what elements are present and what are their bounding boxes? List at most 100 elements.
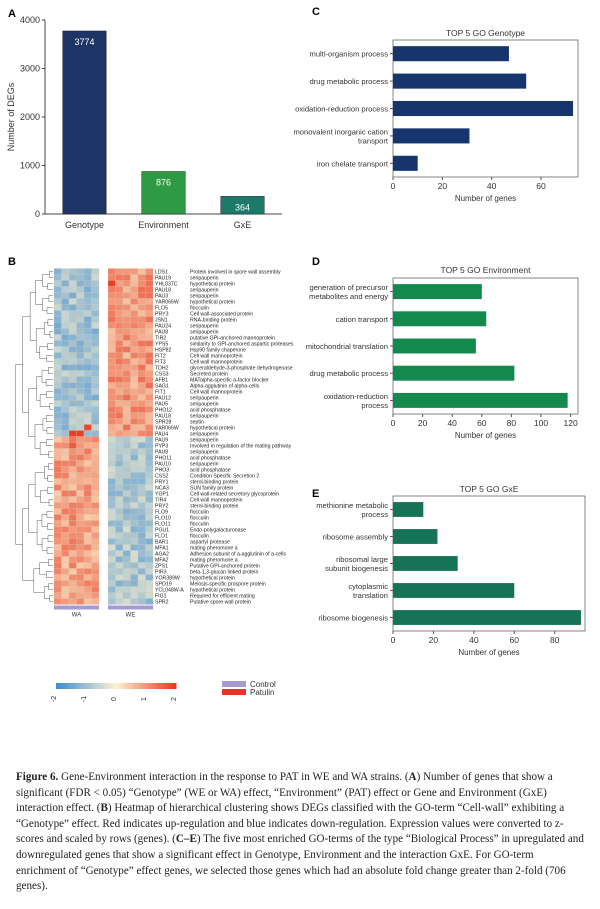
heatmap-cell — [107, 352, 116, 359]
heatmap-cell — [61, 394, 70, 401]
heatmap-cell — [137, 286, 146, 293]
heatmap-cell — [61, 280, 70, 287]
gene-description: seripauperin — [190, 437, 219, 443]
heatmap-cell — [68, 592, 77, 599]
heatmap-cell — [115, 304, 124, 311]
color-scale-segment — [74, 683, 78, 689]
heatmap-cell — [137, 460, 146, 467]
heatmap-cell — [53, 490, 62, 497]
heatmap-cell — [53, 520, 62, 527]
x-tick-label: 0 — [391, 181, 396, 191]
dendrogram-branch — [47, 523, 53, 530]
caption-part: A — [408, 771, 417, 783]
gene-description: seripauperin — [190, 329, 219, 335]
gene-name: PAU18 — [155, 287, 171, 293]
gene-description: Cell wall mannoprotein — [190, 389, 243, 395]
heatmap-cell — [91, 310, 100, 317]
heatmap-cell — [68, 292, 77, 299]
gene-name: JSN1 — [155, 317, 168, 323]
gene-name: BAR1 — [155, 539, 169, 545]
heatmap-cell — [61, 328, 70, 335]
dendrogram-branch — [39, 562, 49, 575]
heatmap-cell — [130, 412, 139, 419]
heatmap-cell — [145, 478, 154, 485]
gene-description: Endo-polygalacturonase — [190, 527, 246, 533]
gene-name: PAU3 — [155, 293, 168, 299]
dendrogram-branch — [49, 271, 53, 278]
heatmap-cell — [145, 490, 154, 497]
heatmap-cell — [122, 508, 131, 515]
panel-c-go-genotype: TOP 5 GO Genotype 0 20 40 60 Number of genes m… — [293, 28, 579, 203]
heatmap-cell — [53, 388, 62, 395]
dendrogram-branch — [48, 583, 53, 590]
heatmap-cell — [68, 280, 77, 287]
heatmap-cell — [61, 448, 70, 455]
heatmap-cell — [61, 532, 70, 539]
dendrogram-branch — [36, 520, 43, 545]
heatmap-cell — [91, 388, 100, 395]
legend-label-patulin: Patulin — [250, 688, 274, 697]
heatmap-cell — [145, 352, 154, 359]
heatmap-cell — [145, 310, 154, 317]
heatmap-cell — [76, 358, 85, 365]
heatmap-cell — [145, 568, 154, 575]
heatmap-cell — [53, 508, 62, 515]
heatmap-cell — [137, 490, 146, 497]
heatmap-cell — [53, 514, 62, 521]
heatmap-cell — [130, 292, 139, 299]
heatmap-cell — [76, 424, 85, 431]
heatmap-cell — [115, 460, 124, 467]
heatmap-cell — [53, 460, 62, 467]
heatmap-cell — [76, 442, 85, 449]
gene-description: Cell wall mannoprotein — [190, 353, 243, 359]
heatmap-cell — [53, 340, 62, 347]
heatmap-cell — [115, 268, 124, 275]
heatmap-cell — [115, 310, 124, 317]
heatmap-cell — [107, 310, 116, 317]
color-scale-tick: 2 — [171, 697, 178, 701]
heatmap-cell — [53, 358, 62, 365]
heatmap-cell — [61, 304, 70, 311]
heatmap-cell — [61, 502, 70, 509]
heatmap-cell — [91, 520, 100, 527]
heatmap-cell — [53, 556, 62, 563]
gene-name: PHO3 — [155, 467, 169, 473]
dendrogram-branch — [40, 490, 50, 503]
heatmap-cell — [68, 574, 77, 581]
heatmap-cell — [83, 388, 92, 395]
x-tick-label: 60 — [510, 635, 520, 645]
heatmap-cell — [68, 298, 77, 305]
heatmap-cell — [107, 334, 116, 341]
heatmap-cell — [61, 478, 70, 485]
dendrogram-branch — [46, 415, 53, 422]
heatmap-cell — [91, 502, 100, 509]
heatmap-cell — [130, 394, 139, 401]
gene-description: sterol-binding protein — [190, 479, 239, 485]
group-label-wa: WA — [72, 613, 81, 619]
heatmap-cell — [130, 400, 139, 407]
heatmap-cell — [91, 544, 100, 551]
go-term-label: iron chelate transport — [317, 159, 389, 168]
heatmap-cell — [107, 358, 116, 365]
heatmap-cell — [137, 556, 146, 563]
gene-name: PHO11 — [155, 455, 172, 461]
heatmap-cell — [130, 550, 139, 557]
heatmap-cell — [137, 280, 146, 287]
heatmap-cell — [137, 586, 146, 593]
gene-description: Putative spore wall protein — [190, 599, 251, 605]
heatmap-cell — [107, 400, 116, 407]
gene-description: Cell wall mannoprotein — [190, 359, 243, 365]
legend-label-control: Control — [250, 680, 276, 689]
heatmap-cell — [83, 460, 92, 467]
gene-description: septin — [190, 419, 204, 425]
heatmap-cell — [137, 574, 146, 581]
x-axis-label: Number of genes — [458, 648, 519, 657]
heatmap-cell — [83, 274, 92, 281]
gene-name: HSP82 — [155, 347, 172, 353]
heatmap-cell — [83, 328, 92, 335]
heatmap-cell — [107, 472, 116, 479]
heatmap-cell — [91, 490, 100, 497]
heatmap-cell — [83, 442, 92, 449]
heatmap-cell — [61, 472, 70, 479]
heatmap-cell — [115, 292, 124, 299]
